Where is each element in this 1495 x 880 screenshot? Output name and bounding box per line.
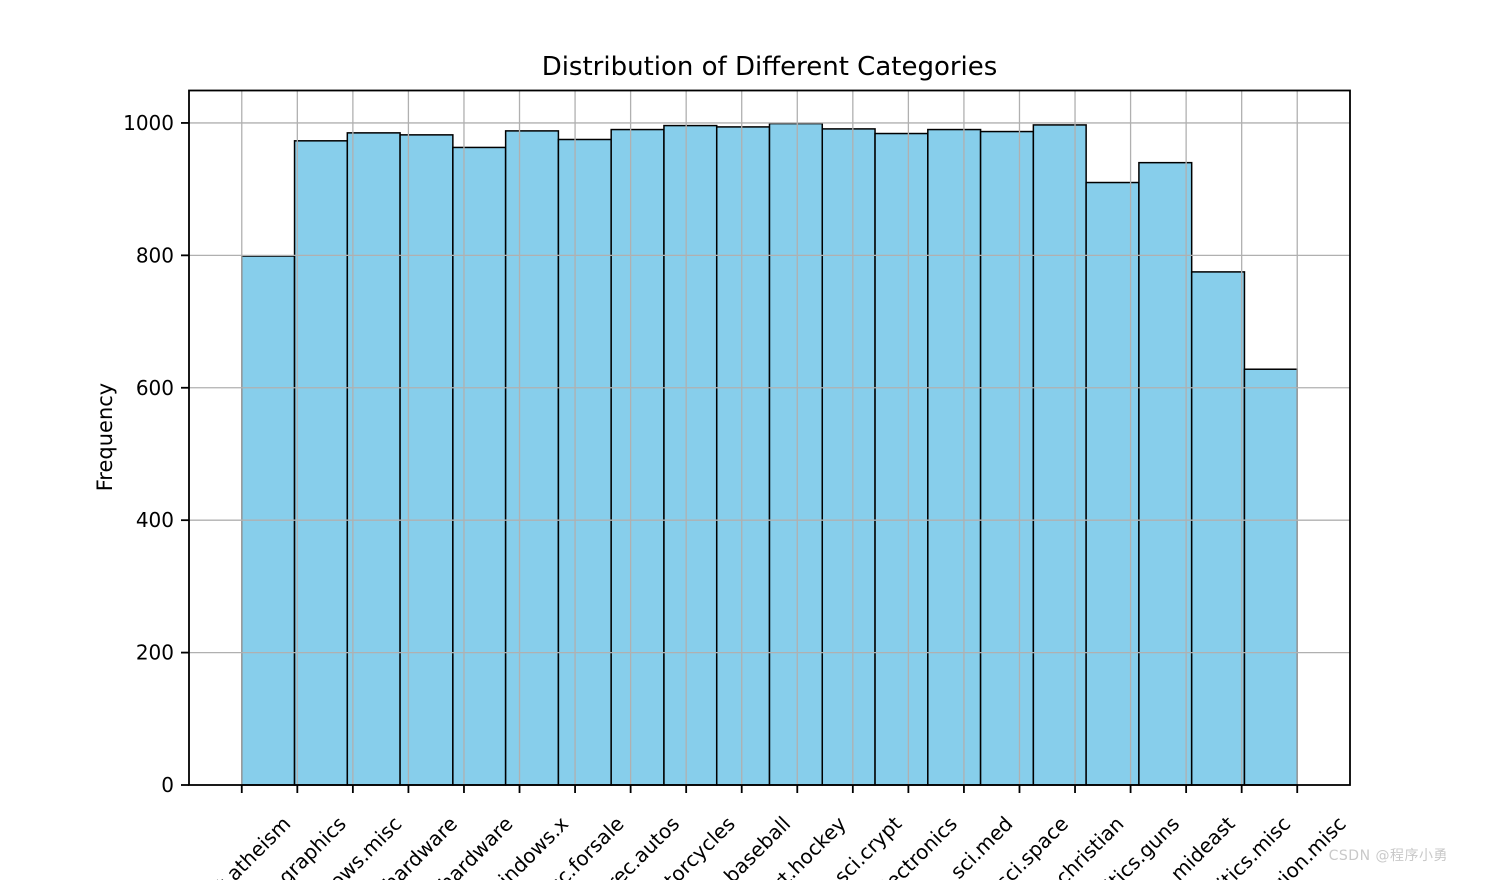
bar <box>610 128 665 786</box>
axis-spines <box>188 89 1351 786</box>
y-tick-label: 200 <box>136 641 174 665</box>
bar <box>1032 124 1087 786</box>
watermark: CSDN @程序小勇 <box>1328 848 1448 864</box>
y-tick-label: 800 <box>136 243 174 267</box>
bar <box>768 122 824 786</box>
bar <box>821 128 876 786</box>
bar <box>979 130 1035 786</box>
bar <box>1138 161 1193 786</box>
bar <box>1190 271 1246 786</box>
bar <box>557 138 612 786</box>
bar <box>1243 368 1298 786</box>
y-tick-label: 0 <box>161 773 174 797</box>
bar <box>452 146 507 786</box>
chart-title: Distribution of Different Categories <box>541 52 998 82</box>
bar <box>663 124 718 786</box>
bar <box>346 132 401 786</box>
bar <box>927 128 982 786</box>
bar <box>715 126 771 786</box>
bar <box>293 140 349 786</box>
y-tick-label: 600 <box>136 376 174 400</box>
y-tick-label: 1000 <box>123 111 174 135</box>
bar <box>874 132 929 786</box>
y-tick-label: 400 <box>136 508 174 532</box>
bar <box>504 130 560 786</box>
